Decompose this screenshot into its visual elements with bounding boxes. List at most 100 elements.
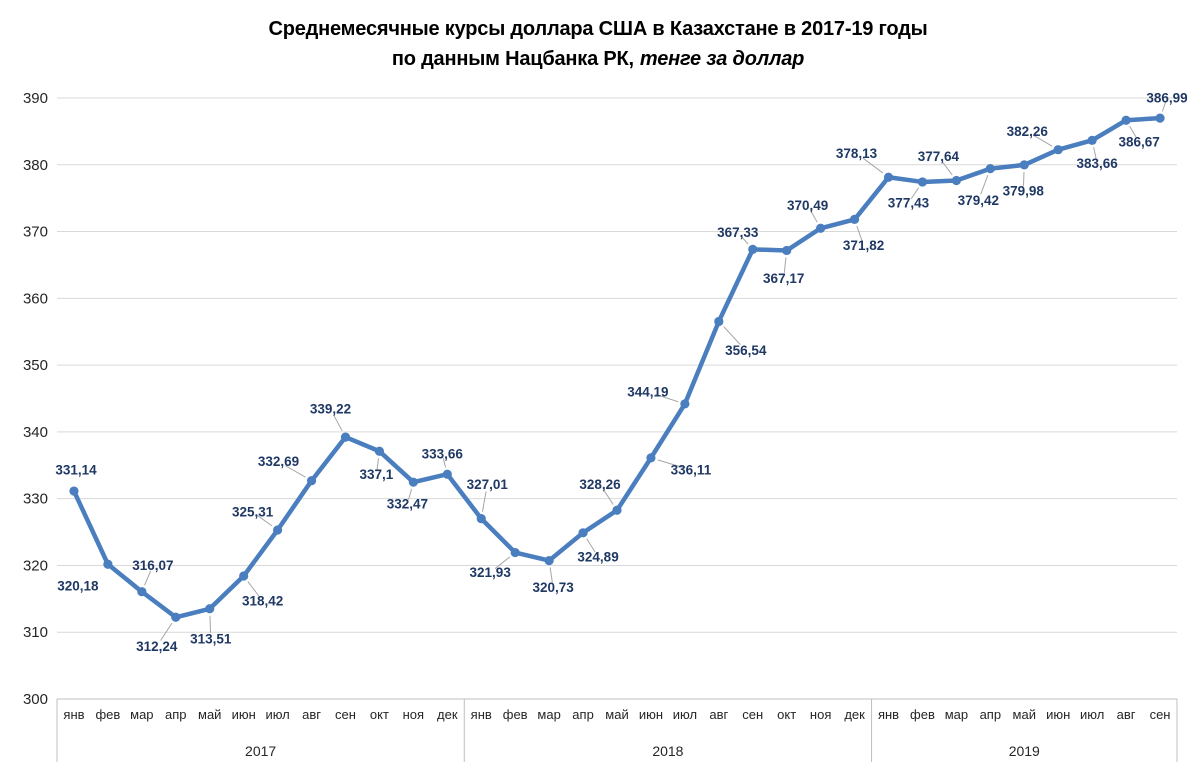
data-point-label: 370,49 bbox=[787, 198, 828, 213]
data-point-marker bbox=[137, 587, 147, 597]
svg-text:390: 390 bbox=[23, 90, 48, 107]
data-point-marker bbox=[578, 528, 588, 538]
svg-text:2017: 2017 bbox=[245, 743, 276, 759]
data-point-label: 344,19 bbox=[627, 384, 668, 399]
svg-text:июн: июн bbox=[232, 707, 256, 722]
svg-text:апр: апр bbox=[980, 707, 1002, 722]
svg-text:360: 360 bbox=[23, 290, 48, 307]
svg-text:320: 320 bbox=[23, 557, 48, 574]
svg-text:июн: июн bbox=[639, 707, 663, 722]
svg-text:2018: 2018 bbox=[652, 743, 683, 759]
svg-text:июн: июн bbox=[1046, 707, 1070, 722]
svg-text:авг: авг bbox=[302, 707, 321, 722]
data-point-marker bbox=[476, 514, 486, 524]
svg-text:май: май bbox=[1013, 707, 1036, 722]
data-point-marker bbox=[69, 486, 79, 496]
data-point-marker bbox=[748, 244, 758, 254]
data-point-marker bbox=[239, 571, 249, 581]
svg-text:дек: дек bbox=[844, 707, 865, 722]
svg-text:окт: окт bbox=[370, 707, 389, 722]
data-point-marker bbox=[408, 477, 418, 487]
data-point-label: 379,42 bbox=[958, 193, 999, 208]
data-point-marker bbox=[1019, 160, 1029, 170]
svg-text:июл: июл bbox=[1080, 707, 1104, 722]
data-point-marker bbox=[1121, 115, 1131, 125]
x-axis-years: 2017 2018 2019 bbox=[245, 743, 1040, 759]
data-point-label: 378,13 bbox=[836, 146, 878, 161]
svg-text:330: 330 bbox=[23, 491, 48, 508]
chart-subtitle-italic: тенге за доллар bbox=[639, 48, 805, 70]
svg-text:май: май bbox=[198, 707, 221, 722]
data-point-label: 367,33 bbox=[717, 225, 759, 240]
data-point-marker bbox=[442, 469, 452, 479]
data-point-label: 331,14 bbox=[55, 463, 97, 478]
leader-lines bbox=[144, 101, 1167, 641]
data-point-marker bbox=[612, 505, 622, 515]
svg-text:мар: мар bbox=[130, 707, 153, 722]
data-markers bbox=[69, 113, 1165, 622]
data-point-marker bbox=[1087, 135, 1097, 145]
data-point-marker bbox=[917, 177, 928, 187]
data-point-label: 332,47 bbox=[387, 497, 428, 512]
data-point-label: 383,66 bbox=[1077, 156, 1119, 171]
axis-frame bbox=[56, 699, 1178, 762]
svg-text:июл: июл bbox=[265, 707, 289, 722]
data-point-marker bbox=[544, 555, 554, 566]
data-point-marker bbox=[1053, 145, 1063, 155]
svg-text:370: 370 bbox=[23, 224, 48, 241]
data-point-label: 312,24 bbox=[136, 639, 178, 654]
data-point-marker bbox=[849, 214, 860, 225]
svg-text:июл: июл bbox=[673, 707, 697, 722]
data-point-marker bbox=[782, 245, 792, 256]
data-point-label: 337,1 bbox=[360, 467, 394, 482]
data-point-label: 321,93 bbox=[470, 565, 512, 580]
data-point-label: 379,98 bbox=[1003, 183, 1045, 198]
data-point-label: 386,67 bbox=[1118, 135, 1159, 150]
data-point-label: 386,99 bbox=[1146, 91, 1187, 106]
svg-text:янв: янв bbox=[63, 707, 84, 722]
svg-text:апр: апр bbox=[165, 707, 187, 722]
data-point-marker bbox=[1155, 113, 1165, 123]
data-point-label: 318,42 bbox=[242, 593, 283, 608]
data-point-marker bbox=[510, 547, 520, 558]
svg-text:май: май bbox=[605, 707, 628, 722]
data-point-marker bbox=[374, 446, 385, 456]
chart-title-line1: Среднемесячные курсы доллара США в Казах… bbox=[268, 18, 928, 40]
svg-text:окт: окт bbox=[777, 707, 796, 722]
data-point-marker bbox=[306, 476, 317, 486]
svg-text:сен: сен bbox=[335, 707, 356, 722]
data-point-label: 333,66 bbox=[422, 447, 464, 462]
svg-text:авг: авг bbox=[1117, 707, 1136, 722]
x-axis-months: янв фев мар апр май июн июл авг сен окт ноя дек янв ф… bbox=[63, 707, 1170, 722]
svg-text:дек: дек bbox=[437, 707, 458, 722]
data-point-label: 332,69 bbox=[258, 454, 299, 469]
data-labels: 331,14 320,18 316,07 312,24 313,51 318,42 325,… bbox=[55, 91, 1187, 654]
data-point-marker bbox=[273, 525, 283, 535]
data-point-label: 316,07 bbox=[132, 558, 173, 573]
data-point-label: 320,18 bbox=[57, 579, 99, 594]
svg-text:мар: мар bbox=[945, 707, 968, 722]
chart-title-line2: по данным Нацбанка РК, тенге за доллар bbox=[0, 44, 1196, 74]
data-point-label: 324,89 bbox=[577, 549, 618, 564]
data-point-label: 367,17 bbox=[763, 271, 804, 286]
svg-text:ноя: ноя bbox=[403, 707, 424, 722]
svg-text:фев: фев bbox=[95, 707, 120, 722]
svg-text:2019: 2019 bbox=[1009, 743, 1040, 759]
data-point-marker bbox=[171, 612, 181, 622]
data-point-label: 377,43 bbox=[888, 195, 930, 210]
data-point-label: 327,01 bbox=[467, 477, 509, 492]
data-point-marker bbox=[680, 399, 690, 409]
svg-text:мар: мар bbox=[537, 707, 560, 722]
data-point-label: 328,26 bbox=[579, 477, 621, 492]
data-point-label: 313,51 bbox=[190, 631, 232, 646]
data-point-label: 382,26 bbox=[1007, 124, 1049, 139]
data-point-label: 320,73 bbox=[532, 580, 574, 595]
svg-text:сен: сен bbox=[742, 707, 763, 722]
svg-text:фев: фев bbox=[910, 707, 935, 722]
svg-text:сен: сен bbox=[1150, 707, 1171, 722]
data-point-marker bbox=[985, 164, 995, 174]
svg-text:янв: янв bbox=[878, 707, 899, 722]
svg-text:апр: апр bbox=[572, 707, 594, 722]
